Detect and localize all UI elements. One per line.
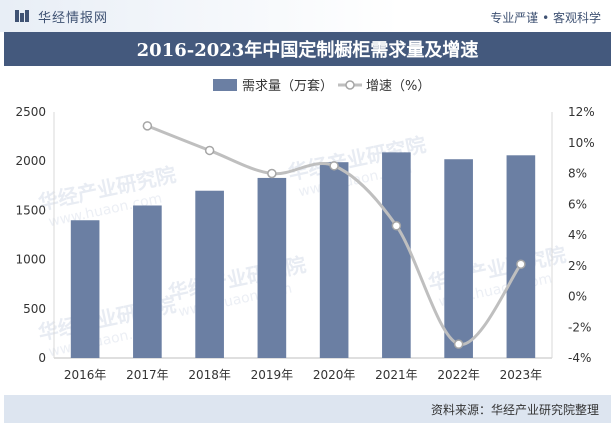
x-tick-label: 2018年 <box>188 368 231 382</box>
brand[interactable]: 华经情报网 <box>14 7 109 26</box>
chart-title: 2016-2023年中国定制橱柜需求量及增速 <box>136 40 479 61</box>
brand-name: 华经情报网 <box>38 10 109 26</box>
top-bar: 华经情报网 专业严谨 • 客观科学 <box>0 0 615 32</box>
left-tick-label: 1000 <box>15 253 46 267</box>
left-tick-label: 500 <box>23 302 46 316</box>
legend-line-marker <box>345 80 355 90</box>
legend-line-label: 增速（%） <box>366 79 430 94</box>
right-tick-label: 6% <box>568 197 587 211</box>
left-tick-label: 1500 <box>15 203 46 217</box>
chart: 华经产业研究院www.huaon.com华经产业研究院www.huaon.com… <box>15 78 595 382</box>
right-tick-label: -4% <box>568 351 591 365</box>
chart-title-bar: 2016-2023年中国定制橱柜需求量及增速 <box>4 32 611 66</box>
bar <box>506 155 536 358</box>
growth-point <box>267 168 277 179</box>
x-tick-label: 2021年 <box>375 368 418 382</box>
x-tick-label: 2019年 <box>251 368 294 382</box>
x-tick-label: 2020年 <box>313 368 356 382</box>
x-tick-label: 2022年 <box>437 368 480 382</box>
line-series <box>142 121 526 349</box>
bar <box>382 152 411 358</box>
right-tick-label: 0% <box>568 290 587 304</box>
bar <box>319 162 349 358</box>
growth-point <box>391 221 402 231</box>
right-tick-label: 10% <box>568 136 595 150</box>
bar <box>133 205 162 358</box>
source-note: 资料来源：华经产业研究院整理 <box>430 403 599 417</box>
left-tick-label: 2500 <box>15 105 46 119</box>
bar <box>444 159 473 358</box>
left-tick-label: 0 <box>38 351 46 365</box>
bar <box>195 190 224 358</box>
legend-bar-swatch <box>213 79 237 91</box>
right-tick-label: -2% <box>568 320 591 334</box>
x-tick-label: 2016年 <box>64 368 107 382</box>
right-tick-label: 4% <box>568 228 587 242</box>
growth-point <box>204 145 215 156</box>
bar-logo-icon <box>15 10 29 22</box>
tagline: 专业严谨 • 客观科学 <box>490 11 601 25</box>
growth-point <box>142 121 153 131</box>
right-tick-label: 2% <box>568 259 587 273</box>
right-tick-label: 8% <box>568 167 587 181</box>
growth-point <box>516 259 526 269</box>
bar-series <box>70 152 536 358</box>
growth-point <box>453 339 464 349</box>
growth-point <box>329 161 339 171</box>
left-tick-label: 2000 <box>15 154 46 168</box>
footer: 资料来源：华经产业研究院整理 <box>4 395 611 423</box>
bar <box>257 177 287 358</box>
x-tick-label: 2017年 <box>126 368 169 382</box>
x-tick-label: 2023年 <box>500 368 543 382</box>
bar <box>70 220 100 358</box>
legend-bar-label: 需求量（万套） <box>242 78 333 94</box>
right-tick-label: 12% <box>568 105 595 119</box>
legend: 需求量（万套） 增速（%） <box>213 78 430 94</box>
